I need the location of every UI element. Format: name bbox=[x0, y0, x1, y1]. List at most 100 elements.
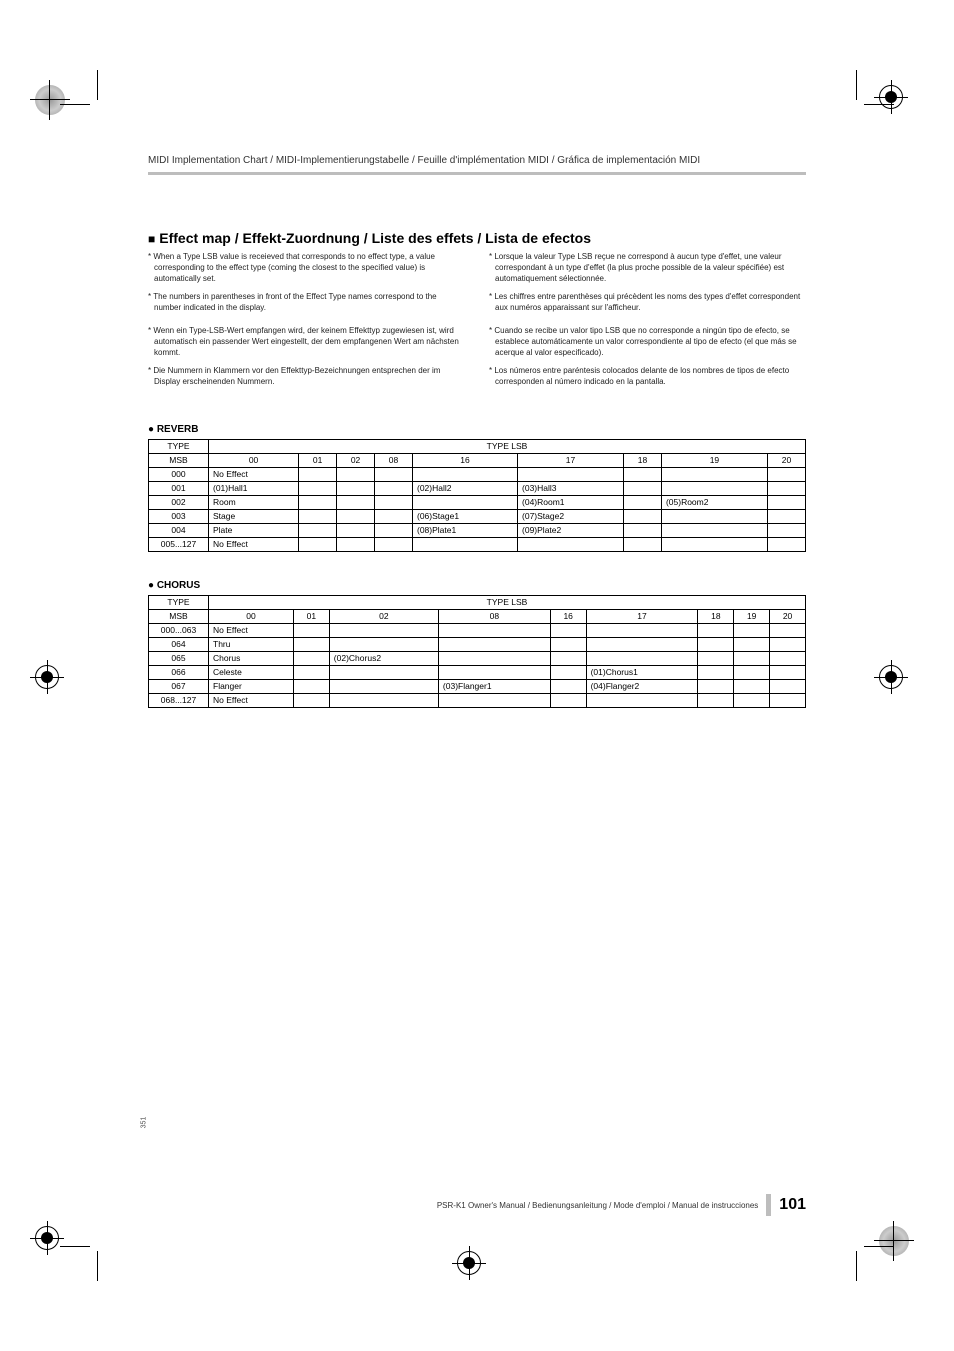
effect-cell bbox=[438, 623, 550, 637]
msb-cell: 066 bbox=[149, 665, 209, 679]
note-text: * The numbers in parentheses in front of… bbox=[148, 292, 465, 314]
crop-mark bbox=[60, 1246, 90, 1247]
effect-cell bbox=[767, 509, 805, 523]
effect-cell bbox=[661, 523, 767, 537]
col-header: 17 bbox=[518, 453, 624, 467]
registration-mark bbox=[35, 665, 75, 705]
effect-cell bbox=[293, 623, 329, 637]
effect-cell bbox=[438, 651, 550, 665]
effect-cell bbox=[734, 665, 770, 679]
col-header: 17 bbox=[586, 609, 698, 623]
effect-cell bbox=[329, 679, 438, 693]
col-header: 16 bbox=[413, 453, 518, 467]
col-header: 01 bbox=[293, 609, 329, 623]
effect-cell bbox=[623, 509, 661, 523]
effect-cell bbox=[770, 693, 806, 707]
col-header: 18 bbox=[698, 609, 734, 623]
effect-cell: (07)Stage2 bbox=[518, 509, 624, 523]
effect-cell bbox=[586, 623, 698, 637]
crop-mark bbox=[856, 70, 857, 100]
effect-cell bbox=[375, 481, 413, 495]
effect-cell bbox=[623, 537, 661, 551]
effect-cell bbox=[550, 693, 586, 707]
effect-cell bbox=[438, 637, 550, 651]
effect-cell bbox=[518, 467, 624, 481]
effect-cell: (02)Chorus2 bbox=[329, 651, 438, 665]
table-row: 068...127No Effect bbox=[149, 693, 806, 707]
effect-cell bbox=[293, 693, 329, 707]
crop-mark bbox=[97, 1251, 98, 1281]
crop-mark bbox=[60, 104, 90, 105]
effect-cell: Plate bbox=[209, 523, 299, 537]
table-row: 065Chorus(02)Chorus2 bbox=[149, 651, 806, 665]
effect-cell bbox=[375, 467, 413, 481]
table-row: 066Celeste(01)Chorus1 bbox=[149, 665, 806, 679]
effect-cell bbox=[698, 651, 734, 665]
effect-cell bbox=[770, 679, 806, 693]
msb-cell: 068...127 bbox=[149, 693, 209, 707]
bullet-square: ■ bbox=[148, 232, 155, 246]
page-number: 101 bbox=[779, 1196, 806, 1214]
col-header: 19 bbox=[661, 453, 767, 467]
effect-cell bbox=[299, 481, 337, 495]
effect-cell bbox=[550, 637, 586, 651]
effect-cell: No Effect bbox=[209, 623, 294, 637]
effect-cell: Thru bbox=[209, 637, 294, 651]
effect-cell: (08)Plate1 bbox=[413, 523, 518, 537]
effect-cell bbox=[299, 523, 337, 537]
crop-mark bbox=[856, 1251, 857, 1281]
note-text: * When a Type LSB value is receieved tha… bbox=[148, 252, 465, 284]
effect-cell bbox=[698, 693, 734, 707]
col-header: 20 bbox=[770, 609, 806, 623]
msb-cell: 000 bbox=[149, 467, 209, 481]
effect-cell bbox=[734, 623, 770, 637]
col-header: 08 bbox=[375, 453, 413, 467]
table-header-row: MSB 00 01 02 08 16 17 18 19 20 bbox=[149, 609, 806, 623]
effect-cell: (05)Room2 bbox=[661, 495, 767, 509]
table-row: 001(01)Hall1(02)Hall2(03)Hall3 bbox=[149, 481, 806, 495]
effect-cell bbox=[337, 523, 375, 537]
effect-cell: (09)Plate2 bbox=[518, 523, 624, 537]
effect-cell bbox=[375, 537, 413, 551]
effect-cell bbox=[337, 537, 375, 551]
note-text: * Wenn ein Type-LSB-Wert empfangen wird,… bbox=[148, 326, 465, 358]
col-header: TYPE bbox=[149, 439, 209, 453]
effect-cell: No Effect bbox=[209, 467, 299, 481]
effect-cell: (04)Room1 bbox=[518, 495, 624, 509]
effect-cell bbox=[293, 651, 329, 665]
page-footer: PSR-K1 Owner's Manual / Bedienungsanleit… bbox=[148, 1194, 806, 1216]
col-header: 20 bbox=[767, 453, 805, 467]
table-row: 064Thru bbox=[149, 637, 806, 651]
effect-cell bbox=[329, 665, 438, 679]
col-header: 18 bbox=[623, 453, 661, 467]
reverb-table: TYPE TYPE LSB MSB 00 01 02 08 16 17 18 1… bbox=[148, 439, 806, 552]
effect-cell bbox=[586, 637, 698, 651]
effect-cell bbox=[299, 467, 337, 481]
effect-cell bbox=[299, 509, 337, 523]
effect-cell bbox=[550, 679, 586, 693]
notes-left-column: * When a Type LSB value is receieved tha… bbox=[148, 252, 465, 396]
msb-cell: 067 bbox=[149, 679, 209, 693]
effect-cell bbox=[337, 495, 375, 509]
effect-cell bbox=[299, 495, 337, 509]
effect-cell bbox=[375, 495, 413, 509]
msb-cell: 005...127 bbox=[149, 537, 209, 551]
table-header-row: MSB 00 01 02 08 16 17 18 19 20 bbox=[149, 453, 806, 467]
effect-cell bbox=[329, 693, 438, 707]
running-header: MIDI Implementation Chart / MIDI-Impleme… bbox=[148, 155, 806, 175]
crop-mark bbox=[864, 1246, 894, 1247]
msb-cell: 002 bbox=[149, 495, 209, 509]
effect-cell bbox=[413, 467, 518, 481]
effect-cell bbox=[661, 481, 767, 495]
chorus-table: TYPE TYPE LSB MSB 00 01 02 08 16 17 18 1… bbox=[148, 595, 806, 708]
effect-cell bbox=[438, 693, 550, 707]
effect-cell bbox=[661, 537, 767, 551]
col-header: 00 bbox=[209, 453, 299, 467]
side-page-code: 351 bbox=[140, 1117, 147, 1129]
effect-cell bbox=[734, 679, 770, 693]
effect-cell bbox=[299, 537, 337, 551]
effect-cell bbox=[623, 495, 661, 509]
effect-cell bbox=[698, 679, 734, 693]
table-row: 067Flanger(03)Flanger1(04)Flanger2 bbox=[149, 679, 806, 693]
effect-cell: Stage bbox=[209, 509, 299, 523]
